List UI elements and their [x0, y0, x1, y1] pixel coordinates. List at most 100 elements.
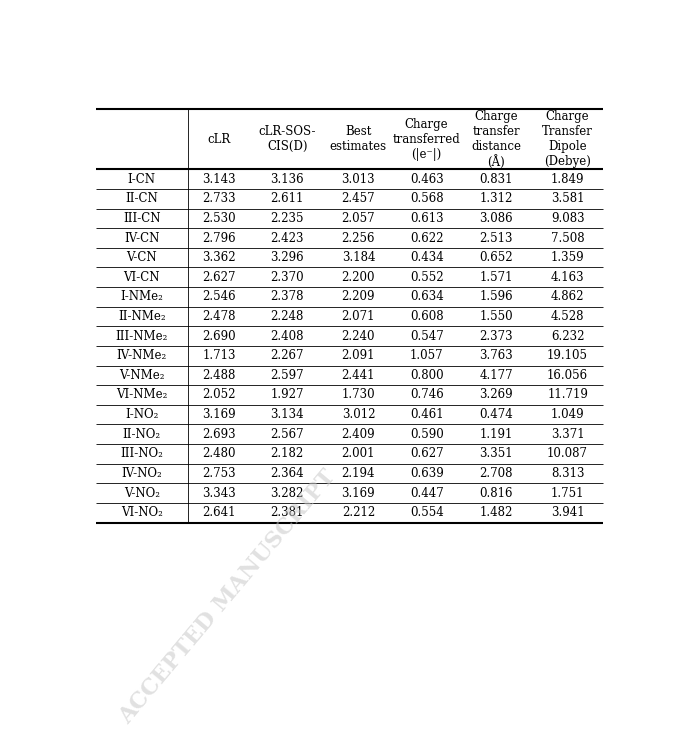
Text: 2.708: 2.708 [479, 467, 513, 480]
Text: 0.746: 0.746 [410, 388, 443, 402]
Text: 2.627: 2.627 [203, 270, 236, 284]
Text: 2.408: 2.408 [271, 329, 304, 343]
Text: 2.441: 2.441 [342, 369, 375, 382]
Text: 0.622: 0.622 [410, 232, 443, 244]
Text: 3.343: 3.343 [202, 486, 236, 500]
Text: 2.478: 2.478 [203, 310, 236, 323]
Text: IV-NMe₂: IV-NMe₂ [117, 349, 167, 362]
Text: II-NMe₂: II-NMe₂ [118, 310, 166, 323]
Text: 1.191: 1.191 [479, 428, 513, 441]
Text: 7.508: 7.508 [551, 232, 584, 244]
Text: 2.378: 2.378 [271, 291, 304, 303]
Text: 4.177: 4.177 [479, 369, 514, 382]
Text: I-CN: I-CN [128, 173, 155, 186]
Text: 2.209: 2.209 [342, 291, 375, 303]
Text: 0.552: 0.552 [410, 270, 443, 284]
Text: Best
estimates: Best estimates [330, 125, 387, 153]
Text: 2.212: 2.212 [342, 506, 375, 519]
Text: 2.530: 2.530 [202, 212, 236, 225]
Text: 2.373: 2.373 [479, 329, 514, 343]
Text: 1.049: 1.049 [551, 408, 584, 421]
Text: 2.256: 2.256 [342, 232, 375, 244]
Text: 3.282: 3.282 [271, 486, 304, 500]
Text: 2.611: 2.611 [271, 192, 304, 206]
Text: 2.235: 2.235 [271, 212, 304, 225]
Text: 0.627: 0.627 [410, 447, 443, 460]
Text: 0.474: 0.474 [479, 408, 514, 421]
Text: cLR-SOS-
CIS(D): cLR-SOS- CIS(D) [258, 125, 316, 153]
Text: 2.423: 2.423 [271, 232, 304, 244]
Text: 2.733: 2.733 [202, 192, 236, 206]
Text: 2.052: 2.052 [203, 388, 236, 402]
Text: V-NMe₂: V-NMe₂ [119, 369, 164, 382]
Text: 2.200: 2.200 [342, 270, 375, 284]
Text: Charge
transferred
(|e⁻|): Charge transferred (|e⁻|) [393, 118, 460, 161]
Text: 3.941: 3.941 [551, 506, 584, 519]
Text: 2.267: 2.267 [271, 349, 304, 362]
Text: 2.567: 2.567 [270, 428, 304, 441]
Text: 0.652: 0.652 [479, 251, 514, 264]
Text: 1.312: 1.312 [479, 192, 513, 206]
Text: 3.134: 3.134 [270, 408, 304, 421]
Text: 11.719: 11.719 [547, 388, 588, 402]
Text: 0.608: 0.608 [410, 310, 443, 323]
Text: 2.001: 2.001 [342, 447, 375, 460]
Text: Charge
Transfer
Dipole
(Debye): Charge Transfer Dipole (Debye) [542, 110, 593, 168]
Text: 2.240: 2.240 [342, 329, 375, 343]
Text: 3.371: 3.371 [551, 428, 584, 441]
Text: cLR: cLR [207, 133, 231, 146]
Text: 2.091: 2.091 [342, 349, 375, 362]
Text: 10.087: 10.087 [547, 447, 588, 460]
Text: 3.296: 3.296 [270, 251, 304, 264]
Text: III-NO₂: III-NO₂ [121, 447, 163, 460]
Text: 2.409: 2.409 [342, 428, 375, 441]
Text: 2.370: 2.370 [270, 270, 304, 284]
Text: 4.528: 4.528 [551, 310, 584, 323]
Text: 1.927: 1.927 [271, 388, 304, 402]
Text: 1.713: 1.713 [203, 349, 236, 362]
Text: VI-NMe₂: VI-NMe₂ [116, 388, 168, 402]
Text: 2.546: 2.546 [202, 291, 236, 303]
Text: 2.182: 2.182 [271, 447, 304, 460]
Text: 1.596: 1.596 [479, 291, 514, 303]
Text: 9.083: 9.083 [551, 212, 584, 225]
Text: Charge
transfer
distance
(Å): Charge transfer distance (Å) [471, 110, 522, 169]
Text: V-NO₂: V-NO₂ [124, 486, 160, 500]
Text: II-CN: II-CN [125, 192, 158, 206]
Text: 1.359: 1.359 [551, 251, 584, 264]
Text: 1.057: 1.057 [410, 349, 443, 362]
Text: 3.086: 3.086 [479, 212, 514, 225]
Text: VI-NO₂: VI-NO₂ [121, 506, 163, 519]
Text: 2.690: 2.690 [202, 329, 236, 343]
Text: 0.590: 0.590 [410, 428, 443, 441]
Text: 3.362: 3.362 [202, 251, 236, 264]
Text: 0.547: 0.547 [410, 329, 443, 343]
Text: 3.581: 3.581 [551, 192, 584, 206]
Text: 1.849: 1.849 [551, 173, 584, 186]
Text: 0.463: 0.463 [410, 173, 443, 186]
Text: 3.143: 3.143 [202, 173, 236, 186]
Text: 2.057: 2.057 [342, 212, 375, 225]
Text: 2.597: 2.597 [270, 369, 304, 382]
Text: IV-CN: IV-CN [124, 232, 160, 244]
Text: 6.232: 6.232 [551, 329, 584, 343]
Text: 3.351: 3.351 [479, 447, 514, 460]
Text: 3.269: 3.269 [479, 388, 514, 402]
Text: 3.013: 3.013 [342, 173, 375, 186]
Text: 19.105: 19.105 [547, 349, 588, 362]
Text: 0.634: 0.634 [410, 291, 443, 303]
Text: 2.457: 2.457 [342, 192, 375, 206]
Text: 3.169: 3.169 [202, 408, 236, 421]
Text: 1.550: 1.550 [479, 310, 514, 323]
Text: 3.012: 3.012 [342, 408, 375, 421]
Text: 2.480: 2.480 [203, 447, 236, 460]
Text: I-NO₂: I-NO₂ [125, 408, 158, 421]
Text: 3.169: 3.169 [342, 486, 375, 500]
Text: 0.816: 0.816 [479, 486, 513, 500]
Text: ACCEPTED MANUSCRIPT: ACCEPTED MANUSCRIPT [115, 466, 340, 729]
Text: 0.613: 0.613 [410, 212, 443, 225]
Text: 2.693: 2.693 [202, 428, 236, 441]
Text: 3.763: 3.763 [479, 349, 514, 362]
Text: 0.831: 0.831 [479, 173, 513, 186]
Text: 0.447: 0.447 [410, 486, 443, 500]
